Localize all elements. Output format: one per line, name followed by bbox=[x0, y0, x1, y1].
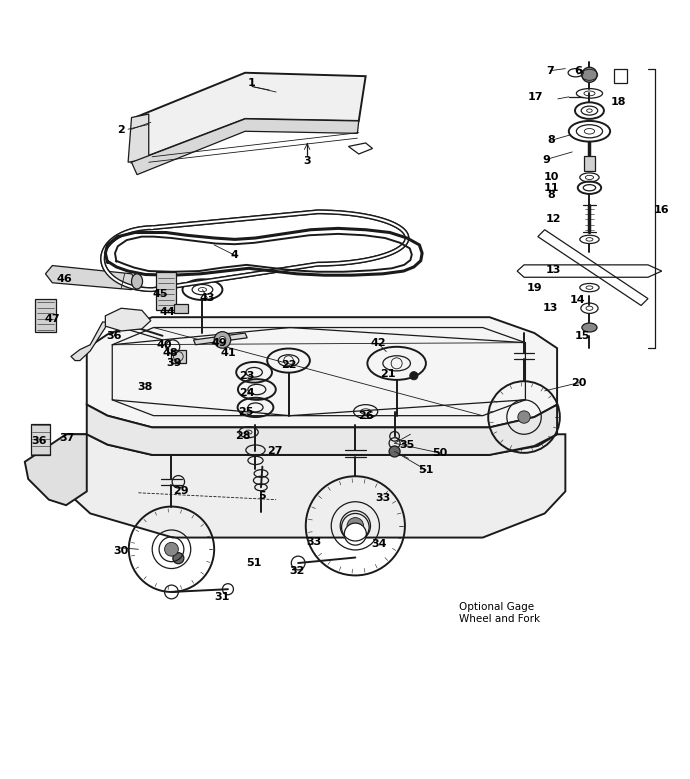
Text: 10: 10 bbox=[544, 172, 560, 182]
Text: 13: 13 bbox=[542, 303, 558, 313]
Circle shape bbox=[344, 523, 366, 545]
Text: 44: 44 bbox=[159, 308, 175, 317]
Text: 20: 20 bbox=[571, 378, 586, 388]
Text: 36: 36 bbox=[106, 331, 122, 340]
Text: 37: 37 bbox=[60, 432, 75, 442]
Text: 6: 6 bbox=[574, 65, 582, 76]
Polygon shape bbox=[132, 72, 366, 162]
Text: 13: 13 bbox=[546, 266, 562, 275]
Text: 7: 7 bbox=[546, 65, 554, 76]
Text: 31: 31 bbox=[215, 593, 230, 602]
Polygon shape bbox=[25, 434, 87, 506]
Text: 11: 11 bbox=[544, 183, 560, 192]
Text: 29: 29 bbox=[173, 486, 189, 495]
Bar bbox=[35, 299, 56, 333]
Text: 22: 22 bbox=[281, 361, 296, 370]
Text: 21: 21 bbox=[380, 368, 395, 379]
Text: 28: 28 bbox=[235, 432, 251, 442]
Text: 42: 42 bbox=[371, 338, 386, 348]
Text: 1: 1 bbox=[248, 78, 256, 88]
Polygon shape bbox=[193, 333, 247, 345]
Bar bbox=[31, 424, 50, 455]
Polygon shape bbox=[46, 266, 139, 290]
Circle shape bbox=[219, 337, 226, 344]
Text: 26: 26 bbox=[358, 411, 373, 421]
Text: 16: 16 bbox=[654, 206, 669, 216]
Text: 19: 19 bbox=[526, 283, 542, 293]
Ellipse shape bbox=[132, 273, 143, 289]
Text: 49: 49 bbox=[212, 338, 228, 348]
Text: 4: 4 bbox=[231, 250, 239, 260]
Text: 8: 8 bbox=[548, 190, 555, 200]
Circle shape bbox=[347, 517, 364, 534]
Text: 9: 9 bbox=[542, 154, 550, 164]
Text: 32: 32 bbox=[289, 566, 304, 576]
Text: 47: 47 bbox=[45, 314, 60, 323]
Text: 27: 27 bbox=[267, 446, 282, 456]
Text: 15: 15 bbox=[575, 331, 590, 340]
Text: 5: 5 bbox=[259, 492, 266, 501]
Polygon shape bbox=[106, 308, 151, 331]
Bar bbox=[157, 272, 175, 310]
Text: 14: 14 bbox=[570, 295, 586, 305]
Polygon shape bbox=[66, 434, 565, 538]
Circle shape bbox=[410, 372, 418, 380]
Text: 36: 36 bbox=[31, 436, 46, 446]
Text: 18: 18 bbox=[611, 97, 626, 107]
Bar bbox=[584, 156, 595, 171]
Text: 25: 25 bbox=[238, 407, 253, 417]
Text: 8: 8 bbox=[548, 136, 555, 145]
Text: 48: 48 bbox=[163, 348, 179, 358]
Bar bbox=[614, 69, 627, 83]
Polygon shape bbox=[71, 322, 108, 361]
Text: 2: 2 bbox=[117, 125, 125, 135]
Bar bbox=[174, 304, 188, 312]
Polygon shape bbox=[87, 317, 557, 428]
Text: 24: 24 bbox=[239, 388, 255, 398]
Circle shape bbox=[389, 446, 400, 457]
Polygon shape bbox=[87, 404, 557, 455]
Text: 43: 43 bbox=[199, 293, 215, 303]
Circle shape bbox=[214, 332, 230, 348]
Text: 35: 35 bbox=[400, 439, 415, 449]
Text: 33: 33 bbox=[306, 538, 322, 548]
Text: 46: 46 bbox=[56, 274, 72, 284]
Bar bbox=[171, 351, 186, 363]
Text: 40: 40 bbox=[157, 340, 172, 350]
Text: 38: 38 bbox=[137, 382, 153, 393]
Text: 12: 12 bbox=[546, 214, 562, 224]
Text: 23: 23 bbox=[239, 371, 255, 381]
Text: 17: 17 bbox=[528, 92, 544, 102]
Text: 45: 45 bbox=[152, 290, 168, 299]
Text: 3: 3 bbox=[304, 156, 311, 166]
Text: 50: 50 bbox=[432, 448, 447, 458]
Text: 33: 33 bbox=[375, 492, 391, 502]
Circle shape bbox=[165, 542, 178, 556]
Circle shape bbox=[518, 411, 530, 423]
Text: 41: 41 bbox=[220, 348, 236, 358]
Circle shape bbox=[173, 553, 184, 564]
Text: 34: 34 bbox=[372, 539, 387, 549]
Text: 51: 51 bbox=[246, 558, 262, 568]
Text: Optional Gage
Wheel and Fork: Optional Gage Wheel and Fork bbox=[459, 602, 540, 624]
Ellipse shape bbox=[582, 323, 597, 332]
Text: 30: 30 bbox=[114, 546, 129, 556]
Polygon shape bbox=[132, 119, 359, 174]
Text: 51: 51 bbox=[419, 465, 434, 475]
Circle shape bbox=[582, 67, 597, 83]
Text: 39: 39 bbox=[166, 358, 182, 368]
Polygon shape bbox=[128, 114, 149, 162]
